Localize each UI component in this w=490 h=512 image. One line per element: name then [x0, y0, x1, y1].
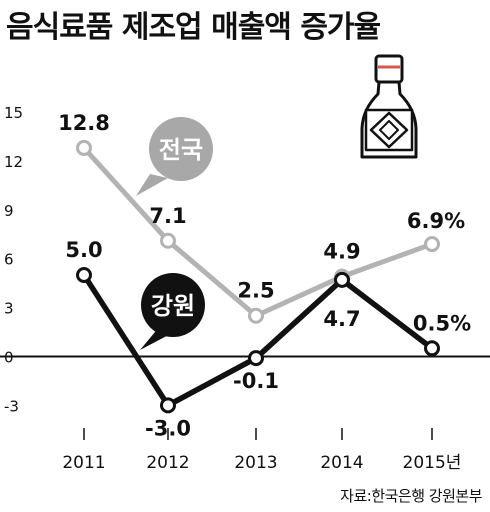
data-labels: 12.8 7.1 2.5 4.9 6.9% 5.0 -3.0 -0.1 4.7 0.5%	[58, 111, 471, 440]
y-axis-ticks: 15129630-3	[4, 104, 23, 415]
x-axis: 2011 2012 2013 2014 2015년	[62, 428, 461, 473]
series-national	[76, 139, 440, 324]
x-tick-label: 2014	[320, 453, 363, 473]
y-tick-label: 12	[4, 153, 23, 171]
series-name-label: 강원	[151, 292, 195, 320]
data-label: 12.8	[58, 111, 110, 135]
data-point	[76, 266, 92, 283]
data-point	[248, 307, 264, 324]
series-bubble	[149, 117, 213, 181]
data-label: -0.1	[233, 369, 279, 393]
data-point	[424, 236, 440, 253]
y-tick-label: 6	[4, 251, 14, 269]
data-label: 5.0	[65, 238, 102, 262]
y-tick-label: 9	[4, 202, 14, 220]
y-tick-label: 3	[4, 300, 14, 318]
x-tick-label: 2015년	[403, 453, 462, 473]
y-tick-label: -3	[4, 397, 19, 415]
data-point	[334, 271, 350, 288]
data-point	[160, 232, 176, 249]
x-tick-label: 2012	[146, 453, 189, 473]
data-label: 4.9	[323, 240, 360, 264]
data-label: -3.0	[145, 416, 191, 440]
y-tick-label: 15	[4, 104, 23, 122]
page-title: 음식료품 제조업 매출액 증가율	[6, 10, 381, 45]
series-bubble-tail	[136, 174, 168, 196]
data-label: 0.5%	[413, 311, 471, 335]
source-note: 자료:한국은행 강원본부	[340, 487, 482, 505]
data-label: 2.5	[237, 279, 274, 303]
series-gangwon	[76, 266, 440, 414]
data-label: 4.7	[323, 307, 360, 331]
series-bubble	[141, 273, 205, 337]
data-point	[424, 340, 440, 357]
x-tick-label: 2013	[234, 453, 277, 473]
data-point	[76, 139, 92, 156]
series-name-label: 전국	[159, 136, 203, 164]
data-label: 7.1	[149, 204, 186, 228]
sake-bottle-icon	[360, 54, 418, 159]
x-tick-label: 2011	[62, 453, 105, 473]
data-label: 6.9%	[407, 209, 465, 233]
data-point	[248, 350, 264, 367]
data-point	[160, 397, 176, 414]
